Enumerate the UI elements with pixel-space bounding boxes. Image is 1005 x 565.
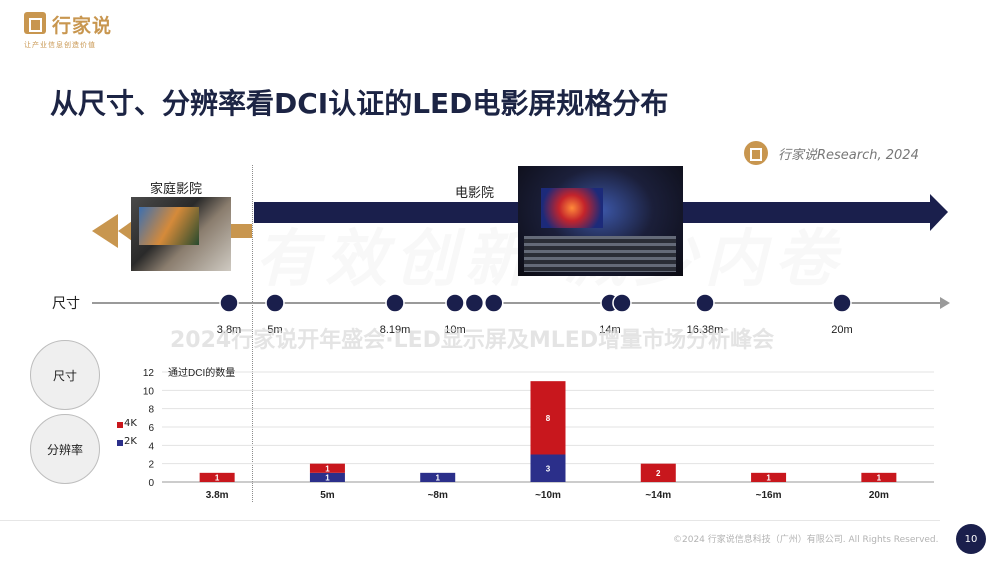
legend-label-4k: 4K bbox=[124, 418, 137, 429]
bar-value-2K-2: 1 bbox=[435, 473, 440, 482]
home-arrow-head bbox=[92, 214, 118, 248]
brand-tagline: 让产业信息创造价值 bbox=[24, 41, 96, 49]
cinema-screen bbox=[541, 188, 603, 228]
x-tick-label-1: 5m bbox=[320, 490, 335, 501]
bar-4K-1 bbox=[309, 463, 345, 473]
bar-4K-3 bbox=[530, 381, 566, 455]
x-tick-label-3: ~10m bbox=[535, 490, 561, 501]
source-logo-icon bbox=[744, 141, 768, 165]
y-tick-label-0: 0 bbox=[148, 478, 154, 489]
size-axis-arrow bbox=[940, 297, 950, 309]
size-point-1 bbox=[265, 293, 285, 313]
brand-name: 行家说 bbox=[52, 15, 113, 37]
y-axis-label: 通过DCI的数量 bbox=[168, 366, 235, 379]
page-number: 10 bbox=[956, 524, 986, 554]
segment-label-cinema: 电影院 bbox=[455, 186, 495, 201]
x-tick-label-4: ~14m bbox=[645, 490, 671, 501]
bar-value-2K-3: 3 bbox=[546, 464, 551, 473]
bar-2K-1 bbox=[309, 472, 345, 482]
segment-divider bbox=[252, 165, 253, 502]
size-point-4 bbox=[464, 293, 485, 313]
segment-label-home: 家庭影院 bbox=[150, 182, 203, 197]
copyright-text: ©2024 行家说信息科技（广州）有限公司. All Rights Reserv… bbox=[673, 535, 939, 545]
bar-4K-6 bbox=[861, 472, 897, 482]
y-tick-label-2: 4 bbox=[148, 441, 154, 452]
bar-value-4K-0: 1 bbox=[215, 473, 220, 482]
x-tick-label-0: 3.8m bbox=[206, 490, 229, 501]
cinema-arrow-head bbox=[930, 194, 948, 231]
bar-2K-2 bbox=[420, 472, 456, 482]
source-credit: 行家说Research, 2024 bbox=[778, 148, 919, 163]
home-theater-screen bbox=[139, 207, 199, 245]
bar-4K-4 bbox=[640, 463, 676, 482]
bar-4K-0 bbox=[199, 472, 235, 482]
size-point-label-6: 14m bbox=[599, 324, 620, 336]
bar-value-4K-6: 1 bbox=[877, 473, 882, 482]
size-axis-label: 尺寸 bbox=[52, 296, 80, 312]
bar-4K-5 bbox=[751, 472, 787, 482]
size-point-label-8: 16.38m bbox=[687, 324, 724, 336]
y-tick-label-3: 6 bbox=[148, 423, 154, 434]
legend-label-2k: 2K bbox=[124, 436, 137, 447]
x-tick-label-2: ~8m bbox=[428, 490, 448, 501]
legend-swatch-4k bbox=[117, 422, 123, 428]
size-point-label-1: 5m bbox=[267, 324, 282, 336]
cinema-seats bbox=[524, 236, 676, 272]
x-tick-label-6: 20m bbox=[869, 490, 889, 501]
size-point-3 bbox=[445, 293, 465, 313]
footer-divider bbox=[0, 520, 940, 521]
brand-logo-icon bbox=[24, 12, 46, 34]
page-title: 从尺寸、分辨率看DCI认证的LED电影屏规格分布 bbox=[50, 87, 669, 120]
size-point-2 bbox=[385, 293, 405, 313]
bar-value-4K-4: 2 bbox=[656, 469, 661, 478]
size-point-label-0: 3.8m bbox=[217, 324, 241, 336]
watermark-line: 2024行家说开年盛会·LED显示屏及MLED增量市场分析峰会 bbox=[170, 328, 775, 353]
x-tick-label-5: ~16m bbox=[756, 490, 782, 501]
size-point-7 bbox=[612, 293, 632, 313]
size-point-9 bbox=[832, 293, 852, 313]
bar-value-2K-1: 1 bbox=[325, 473, 330, 482]
y-tick-label-6: 12 bbox=[143, 368, 155, 379]
size-point-0 bbox=[219, 293, 239, 313]
y-tick-label-4: 8 bbox=[148, 405, 154, 416]
bar-value-4K-1: 1 bbox=[325, 464, 330, 473]
size-point-label-9: 20m bbox=[831, 324, 852, 336]
size-circle: 尺寸 bbox=[30, 340, 100, 410]
size-point-label-2: 8.19m bbox=[380, 324, 411, 336]
legend-swatch-2k bbox=[117, 440, 123, 446]
bar-2K-3 bbox=[530, 454, 566, 482]
resolution-circle: 分辨率 bbox=[30, 414, 100, 484]
bar-value-4K-3: 8 bbox=[546, 414, 551, 423]
bar-value-4K-5: 1 bbox=[766, 473, 771, 482]
y-tick-label-1: 2 bbox=[148, 460, 154, 471]
size-point-8 bbox=[695, 293, 715, 313]
size-points: 3.8m 5m 8.19m 10m 14m 16.38m 20m bbox=[217, 293, 853, 336]
size-point-5 bbox=[484, 293, 504, 313]
y-tick-label-5: 10 bbox=[143, 386, 155, 397]
size-point-label-3: 10m bbox=[444, 324, 465, 336]
